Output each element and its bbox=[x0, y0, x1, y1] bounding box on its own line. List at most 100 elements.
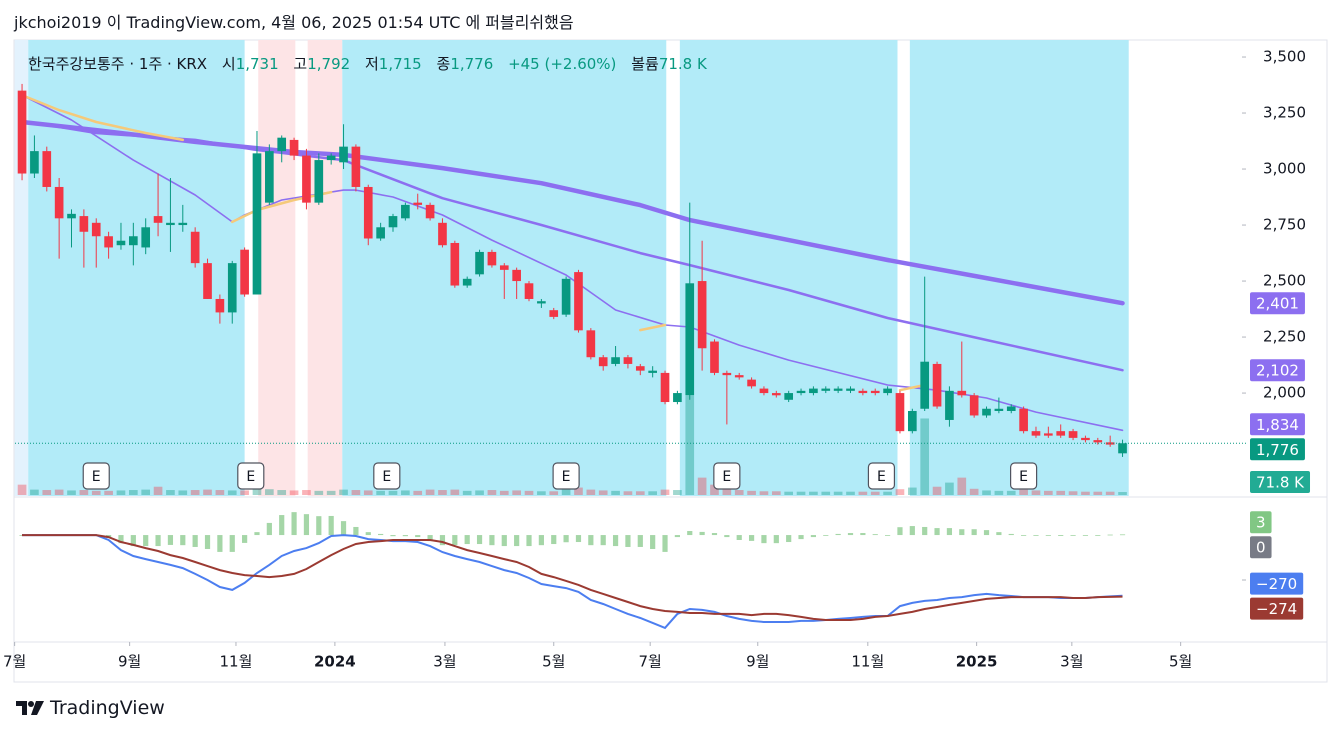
macd-histogram-bar bbox=[390, 535, 396, 537]
macd-histogram-bar bbox=[551, 535, 557, 545]
volume-bar bbox=[932, 486, 942, 495]
candle-body bbox=[537, 301, 546, 304]
candle-body bbox=[697, 281, 707, 349]
price-badge-label: 3 bbox=[1256, 514, 1266, 532]
footer: TradingView bbox=[16, 697, 165, 719]
macd-histogram-bar bbox=[316, 516, 322, 536]
candle-body bbox=[895, 393, 905, 432]
volume-bar bbox=[1044, 490, 1053, 495]
macd-histogram-bar bbox=[922, 526, 928, 536]
moving-average-line bbox=[21, 94, 1124, 432]
earnings-label: E bbox=[382, 469, 391, 485]
candle-body bbox=[227, 263, 237, 313]
volume-bar bbox=[524, 490, 534, 495]
volume-bar bbox=[685, 395, 695, 495]
macd-histogram-bar bbox=[242, 535, 248, 543]
macd-histogram-bar bbox=[254, 532, 260, 536]
candle-body bbox=[153, 216, 163, 223]
volume-bar bbox=[240, 490, 249, 495]
candle-body bbox=[413, 202, 423, 205]
macd-histogram-bar bbox=[1058, 535, 1064, 536]
volume-bar bbox=[697, 477, 707, 495]
volume-bar bbox=[450, 489, 460, 495]
volume-bar bbox=[784, 491, 794, 495]
macd-histogram-bar bbox=[761, 535, 767, 544]
volume-bar bbox=[1105, 491, 1115, 495]
volume-bar bbox=[747, 490, 756, 495]
macd-histogram-bar bbox=[860, 533, 866, 536]
macd-histogram-bar bbox=[612, 535, 619, 547]
volume-bar bbox=[376, 490, 385, 495]
candle-body bbox=[957, 390, 967, 396]
candle-body bbox=[17, 90, 27, 174]
candle-body bbox=[858, 390, 868, 394]
macd-histogram-bar bbox=[204, 535, 211, 549]
candle-body bbox=[339, 146, 348, 163]
brand-logo bbox=[16, 701, 44, 715]
x-tick-label: 9월 bbox=[746, 653, 769, 671]
volume-bar bbox=[1006, 490, 1016, 495]
candle-body bbox=[846, 388, 855, 391]
ohlc-label: 저 bbox=[364, 55, 379, 73]
candle-body bbox=[512, 269, 521, 282]
volume-bar bbox=[227, 490, 237, 495]
candle-body bbox=[79, 216, 89, 232]
macd-histogram-bar bbox=[600, 535, 606, 546]
earnings-box bbox=[867, 462, 896, 490]
earnings-label: E bbox=[1019, 469, 1028, 485]
x-tick-label: 3월 bbox=[433, 653, 456, 671]
x-tick-label: 5월 bbox=[542, 653, 565, 671]
volume-bar bbox=[462, 490, 472, 495]
macd-histogram-bar bbox=[971, 529, 977, 536]
candle-body bbox=[450, 242, 460, 286]
earnings-box bbox=[713, 462, 741, 490]
volume-bar bbox=[141, 489, 151, 495]
candle-body bbox=[598, 357, 608, 367]
candle-body bbox=[771, 393, 781, 396]
candle-body bbox=[363, 186, 373, 239]
volume-bar bbox=[561, 486, 571, 495]
candle-body bbox=[190, 231, 200, 264]
volume-bar bbox=[215, 490, 225, 495]
macd-histogram-bar bbox=[328, 515, 334, 536]
volume-bar bbox=[895, 489, 905, 495]
volume-bar bbox=[1031, 490, 1041, 495]
candle-body bbox=[438, 222, 447, 246]
macd-histogram-bar bbox=[1008, 533, 1014, 536]
volume-bar bbox=[252, 488, 262, 495]
y-tick-label: 3,500 bbox=[1263, 48, 1306, 66]
volume-bar bbox=[116, 490, 126, 495]
candle-body bbox=[314, 160, 324, 203]
x-tick-label: 11월 bbox=[851, 653, 884, 671]
volume-bars bbox=[17, 395, 1127, 495]
volume-bar bbox=[759, 491, 769, 495]
volume-bar bbox=[982, 490, 991, 495]
ohlc-label: 시 bbox=[221, 55, 236, 73]
candle-body bbox=[265, 151, 274, 203]
volume-bar bbox=[858, 491, 868, 495]
volume-bar bbox=[42, 490, 52, 495]
macd-histogram-bar bbox=[810, 535, 817, 538]
candle-body bbox=[42, 151, 52, 187]
volume-bar bbox=[734, 490, 744, 495]
volume-bar bbox=[660, 489, 670, 495]
candle-body bbox=[870, 390, 880, 394]
volume-bar bbox=[611, 490, 620, 495]
volume-bar bbox=[302, 490, 311, 495]
ohlc-value: 1,776 bbox=[450, 55, 494, 73]
volume-bar bbox=[883, 491, 892, 495]
macd-histogram-bar bbox=[650, 535, 656, 549]
macd-histogram-bar bbox=[1095, 535, 1101, 536]
macd-histogram-bar bbox=[662, 535, 668, 552]
candle-body bbox=[611, 357, 620, 364]
volume-bar bbox=[1068, 491, 1078, 495]
volume-bar bbox=[907, 487, 917, 495]
volume-bar bbox=[475, 490, 484, 495]
volume-bar bbox=[1081, 491, 1090, 495]
macd-histogram-bar bbox=[823, 535, 829, 536]
session-band bbox=[258, 40, 296, 496]
candle-body bbox=[574, 272, 583, 331]
candle-body bbox=[660, 372, 670, 403]
